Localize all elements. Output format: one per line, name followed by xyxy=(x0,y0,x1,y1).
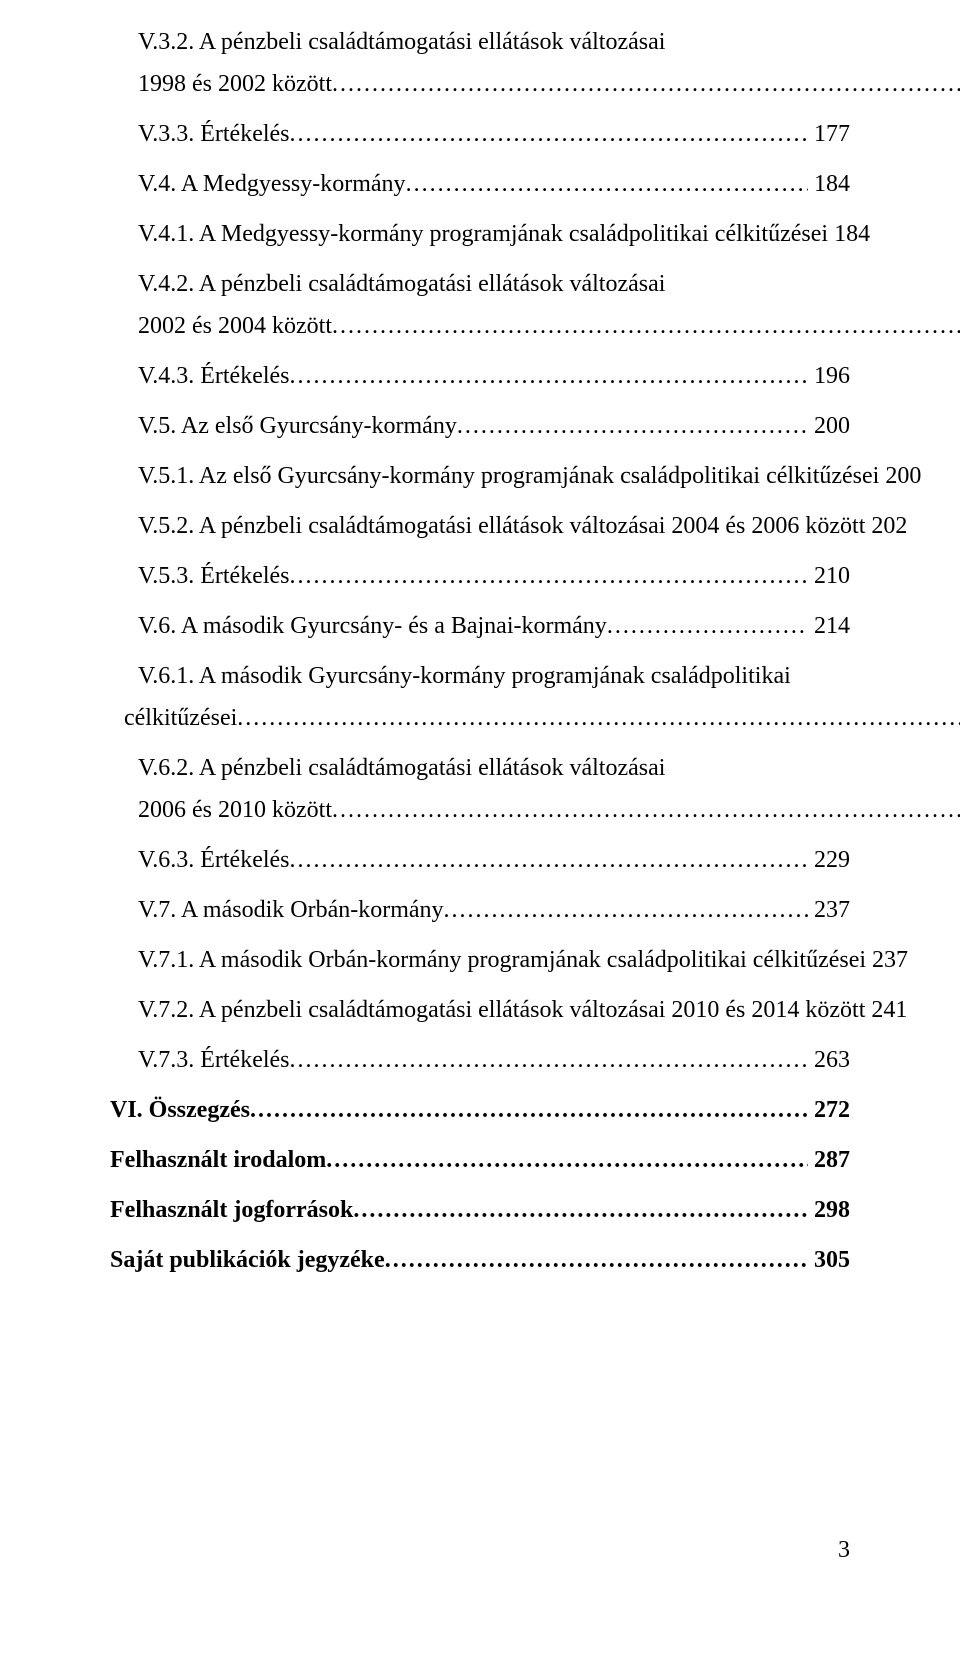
toc-entry: Saját publikációk jegyzéke 305 xyxy=(110,1248,850,1272)
toc-page: 287 xyxy=(808,1148,850,1172)
toc-leader xyxy=(290,564,808,588)
toc-leader xyxy=(332,314,960,338)
toc-page: 272 xyxy=(808,1098,850,1122)
toc-entry: V.6.2. A pénzbeli családtámogatási ellát… xyxy=(110,756,850,822)
toc-label-cont: 2006 és 2010 között xyxy=(138,798,332,822)
toc-entry: V.5.2. A pénzbeli családtámogatási ellát… xyxy=(110,514,850,538)
toc-label: V.4.2. A pénzbeli családtámogatási ellát… xyxy=(138,272,665,296)
toc-entry: V.4.3. Értékelés 196 xyxy=(110,364,850,388)
toc-label: V.7.2. A pénzbeli családtámogatási ellát… xyxy=(138,998,865,1022)
toc-page: 202 xyxy=(865,514,907,538)
toc-leader xyxy=(385,1248,808,1272)
toc-leader xyxy=(290,848,808,872)
toc-label: V.6.1. A második Gyurcsány-kormány progr… xyxy=(138,664,791,688)
toc-entry-cont: célkitűzései 214 xyxy=(124,706,960,730)
toc-leader xyxy=(250,1098,808,1122)
toc-leader xyxy=(290,364,808,388)
toc-label: V.3.2. A pénzbeli családtámogatási ellát… xyxy=(138,30,665,54)
toc-page: 184 xyxy=(828,222,870,246)
toc-label: V.7.3. Értékelés xyxy=(138,1048,290,1072)
toc-page: 196 xyxy=(808,364,850,388)
toc-label: V.4.1. A Medgyessy-kormány programjának … xyxy=(138,222,828,246)
toc-leader xyxy=(290,122,808,146)
toc-label: VI. Összegzés xyxy=(110,1098,250,1122)
toc-label: Saját publikációk jegyzéke xyxy=(110,1248,385,1272)
toc-entry: V.6.3. Értékelés 229 xyxy=(110,848,850,872)
toc-page: 214 xyxy=(808,614,850,638)
toc-label: V.7. A második Orbán-kormány xyxy=(138,898,444,922)
toc-entry: V.5.1. Az első Gyurcsány-kormány program… xyxy=(110,464,850,488)
toc-entry: V.4. A Medgyessy-kormány 184 xyxy=(110,172,850,196)
toc-leader xyxy=(444,898,808,922)
toc-page: 229 xyxy=(808,848,850,872)
toc-page: 200 xyxy=(808,414,850,438)
toc-label-cont: 1998 és 2002 között xyxy=(138,72,332,96)
toc-entry: VI. Összegzés 272 xyxy=(110,1098,850,1122)
toc-page: 210 xyxy=(808,564,850,588)
toc-label: V.5. Az első Gyurcsány-kormány xyxy=(138,414,457,438)
toc-page: 305 xyxy=(808,1248,850,1272)
toc-entry: V.7.3. Értékelés 263 xyxy=(110,1048,850,1072)
toc-entry: Felhasznált jogforrások 298 xyxy=(110,1198,850,1222)
toc-page: 237 xyxy=(808,898,850,922)
toc-label: V.6.3. Értékelés xyxy=(138,848,290,872)
toc-entry-cont: 1998 és 2002 között 153 xyxy=(138,72,960,96)
toc-entry-cont: 2002 és 2004 között 186 xyxy=(138,314,960,338)
toc-label: V.6. A második Gyurcsány- és a Bajnai-ko… xyxy=(138,614,607,638)
toc-page: 184 xyxy=(808,172,850,196)
toc-label: V.5.3. Értékelés xyxy=(138,564,290,588)
toc-leader xyxy=(353,1198,808,1222)
toc-entry: V.5.3. Értékelés 210 xyxy=(110,564,850,588)
page-number: 3 xyxy=(838,1537,850,1564)
toc-leader xyxy=(332,72,960,96)
toc-leader xyxy=(290,1048,808,1072)
page: V.3.2. A pénzbeli családtámogatási ellát… xyxy=(0,0,960,1670)
toc-entry: V.6.1. A második Gyurcsány-kormány progr… xyxy=(110,664,850,730)
toc-page: 200 xyxy=(879,464,921,488)
toc-entry: V.3.2. A pénzbeli családtámogatási ellát… xyxy=(110,30,850,96)
toc-leader xyxy=(326,1148,808,1172)
toc-leader xyxy=(237,706,960,730)
toc-entry: V.7.2. A pénzbeli családtámogatási ellát… xyxy=(110,998,850,1022)
toc-leader xyxy=(332,798,960,822)
toc-entry: V.4.2. A pénzbeli családtámogatási ellát… xyxy=(110,272,850,338)
toc-page: 298 xyxy=(808,1198,850,1222)
toc-label: V.4. A Medgyessy-kormány xyxy=(138,172,406,196)
toc-label: V.4.3. Értékelés xyxy=(138,364,290,388)
toc-entry: V.5. Az első Gyurcsány-kormány 200 xyxy=(110,414,850,438)
toc-page: 263 xyxy=(808,1048,850,1072)
toc-label: V.3.3. Értékelés xyxy=(138,122,290,146)
toc-page: 177 xyxy=(808,122,850,146)
toc-page: 241 xyxy=(865,998,907,1022)
toc-page: 237 xyxy=(866,948,908,972)
toc-entry: V.4.1. A Medgyessy-kormány programjának … xyxy=(110,222,850,246)
toc-entry-cont: 2006 és 2010 között 217 xyxy=(138,798,960,822)
toc-label-cont: célkitűzései xyxy=(124,706,237,730)
toc-leader xyxy=(457,414,808,438)
toc-label-cont: 2002 és 2004 között xyxy=(138,314,332,338)
toc-label: V.6.2. A pénzbeli családtámogatási ellát… xyxy=(138,756,665,780)
toc-entry: V.3.3. Értékelés 177 xyxy=(110,122,850,146)
toc-label: Felhasznált jogforrások xyxy=(110,1198,353,1222)
toc-entry: Felhasznált irodalom 287 xyxy=(110,1148,850,1172)
toc-entry: V.6. A második Gyurcsány- és a Bajnai-ko… xyxy=(110,614,850,638)
toc-label: V.5.2. A pénzbeli családtámogatási ellát… xyxy=(138,514,865,538)
toc-entry: V.7. A második Orbán-kormány 237 xyxy=(110,898,850,922)
toc-leader xyxy=(607,614,808,638)
toc-leader xyxy=(406,172,808,196)
toc-label: V.7.1. A második Orbán-kormány programjá… xyxy=(138,948,866,972)
toc-label: V.5.1. Az első Gyurcsány-kormány program… xyxy=(138,464,879,488)
toc-label: Felhasznált irodalom xyxy=(110,1148,326,1172)
toc-entry: V.7.1. A második Orbán-kormány programjá… xyxy=(110,948,850,972)
